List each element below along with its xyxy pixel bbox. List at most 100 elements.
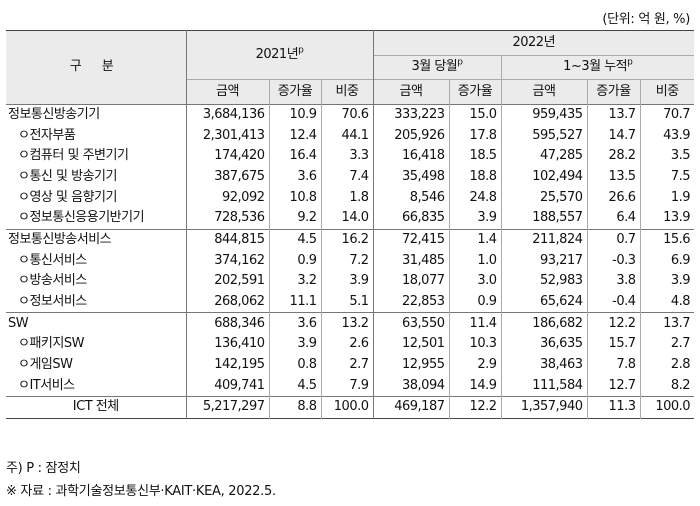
ict-export-table: 구 분 2021년p 2022년 3월 당월p 1~3월 누적p 금액 증가율 … [6,30,695,419]
cell-ac: 111,584 [500,375,587,397]
cell-am: 18,077 [372,271,449,292]
cell-a21: 844,815 [185,228,269,251]
row-label: ㅇ통신 및 방송기기 [18,168,117,184]
cell-a21: 92,092 [185,187,269,208]
cell-gm: 18.8 [448,166,501,188]
cell-a21: 387,675 [185,166,269,188]
cell-gm: 3.0 [448,271,501,292]
cell-s21: 44.1 [320,125,373,146]
row-label: ㅇ게임SW [18,357,73,373]
cell-ac: 186,682 [500,312,587,335]
row-label: ㅇ전자부품 [18,127,76,143]
cell-s21: 14.0 [320,207,373,230]
table-row: SW 688,346 3.6 13.2 63,550 11.4 186,682 12.2 13.… [6,312,695,335]
cell-gc: 11.3 [586,396,640,419]
cell-am: 22,853 [372,291,449,313]
cell-am: 31,485 [372,250,449,271]
cell-sc: 100.0 [639,396,695,419]
cell-g21: 9.2 [268,207,321,230]
cell-a21: 688,346 [185,312,269,335]
cell-sc: 4.8 [639,291,695,313]
cell-s21: 7.9 [320,375,373,397]
cell-gm: 24.8 [448,187,501,208]
table-body: 정보통신방송기기 3,684,136 10.9 70.6 333,223 15.0 959,… [6,103,695,419]
cell-sc: 13.7 [639,312,695,335]
cell-sc: 7.5 [639,166,695,188]
cell-gc: -0.4 [586,291,640,313]
header-share: 비중 [320,79,373,104]
cell-a21: 374,162 [185,250,269,271]
cell-gc: 3.8 [586,271,640,292]
table-row: ㅇ전자부품 2,301,413 12.4 44.1 205,926 17.8 595,527… [6,125,695,146]
cell-a21: 174,420 [185,145,269,167]
cell-gc: -0.3 [586,250,640,271]
row-label: ㅇ영상 및 음향기기 [18,189,117,205]
cell-sc: 15.6 [639,228,695,251]
cell-ac: 1,357,940 [500,396,587,419]
table-row: ㅇ영상 및 음향기기 92,092 10.8 1.8 8,546 24.8 25,570 26… [6,187,695,208]
cell-sc: 2.8 [639,354,695,376]
cell-sc: 43.9 [639,125,695,146]
cell-gc: 12.2 [586,312,640,335]
cell-ac: 93,217 [500,250,587,271]
row-label: ㅇ통신서비스 [18,252,87,268]
cell-am: 66,835 [372,207,449,230]
row-label: ㅇ정보통신응용기반기기 [18,210,145,226]
table-row: ㅇ방송서비스 202,591 3.2 3.9 18,077 3.0 52,983 3.8 3.9 [6,271,695,292]
cell-s21: 16.2 [320,228,373,251]
cell-am: 469,187 [372,396,449,419]
cell-gm: 11.4 [448,312,501,335]
cell-g21: 10.8 [268,187,321,208]
cell-ac: 25,570 [500,187,587,208]
cell-am: 12,955 [372,354,449,376]
cell-gc: 6.4 [586,207,640,230]
row-label: ICT 전체 [6,396,186,419]
table-row: 정보통신방송기기 3,684,136 10.9 70.6 333,223 15.0 959,… [6,103,695,126]
unit-label: (단위: 억 원, %) [602,12,690,27]
cell-sc: 13.9 [639,207,695,230]
cell-gc: 28.2 [586,145,640,167]
table-row: ㅇ컴퓨터 및 주변기기 174,420 16.4 3.3 16,418 18.5 47,28… [6,145,695,167]
row-label: ㅇ패키지SW [18,336,84,352]
cell-sc: 6.9 [639,250,695,271]
cell-s21: 70.6 [320,103,373,126]
cell-gm: 0.9 [448,291,501,313]
cell-gc: 12.7 [586,375,640,397]
header-amount: 금액 [185,79,269,104]
cell-g21: 16.4 [268,145,321,167]
cell-a21: 136,410 [185,334,269,355]
header-growth: 증가율 [586,79,640,104]
cell-a21: 409,741 [185,375,269,397]
notes: 주) P : 잠정치 ※ 자료 : 과학기술정보통신부·KAIT·KEA, 20… [6,457,276,503]
cell-ac: 36,635 [500,334,587,355]
cell-gm: 18.5 [448,145,501,167]
cell-am: 333,223 [372,103,449,126]
cell-s21: 3.9 [320,271,373,292]
table-row: ㅇ정보통신응용기반기기 728,536 9.2 14.0 66,835 3.9 188,55… [6,207,695,230]
table-row: ㅇ패키지SW 136,410 3.9 2.6 12,501 10.3 36,635 15.7 2… [6,334,695,355]
header-share: 비중 [639,79,695,104]
header-growth: 증가율 [448,79,501,104]
cell-gc: 13.7 [586,103,640,126]
table-row: ㅇ통신서비스 374,162 0.9 7.2 31,485 1.0 93,217 -0.3 6.… [6,250,695,271]
cell-s21: 7.4 [320,166,373,188]
header-category: 구 분 [69,59,122,75]
cell-g21: 4.5 [268,228,321,251]
cell-am: 205,926 [372,125,449,146]
cell-gc: 15.7 [586,334,640,355]
cell-ac: 65,624 [500,291,587,313]
cell-gc: 13.5 [586,166,640,188]
cell-g21: 3.6 [268,312,321,335]
cell-gm: 10.3 [448,334,501,355]
cell-gm: 14.9 [448,375,501,397]
cell-g21: 3.6 [268,166,321,188]
cell-am: 63,550 [372,312,449,335]
cell-sc: 2.7 [639,334,695,355]
row-label: SW [6,312,186,335]
header-2021: 2021년p [185,30,373,80]
cell-g21: 12.4 [268,125,321,146]
cell-ac: 188,557 [500,207,587,230]
header-amount: 금액 [500,79,587,104]
cell-g21: 4.5 [268,375,321,397]
row-label: ㅇ정보서비스 [18,294,87,310]
